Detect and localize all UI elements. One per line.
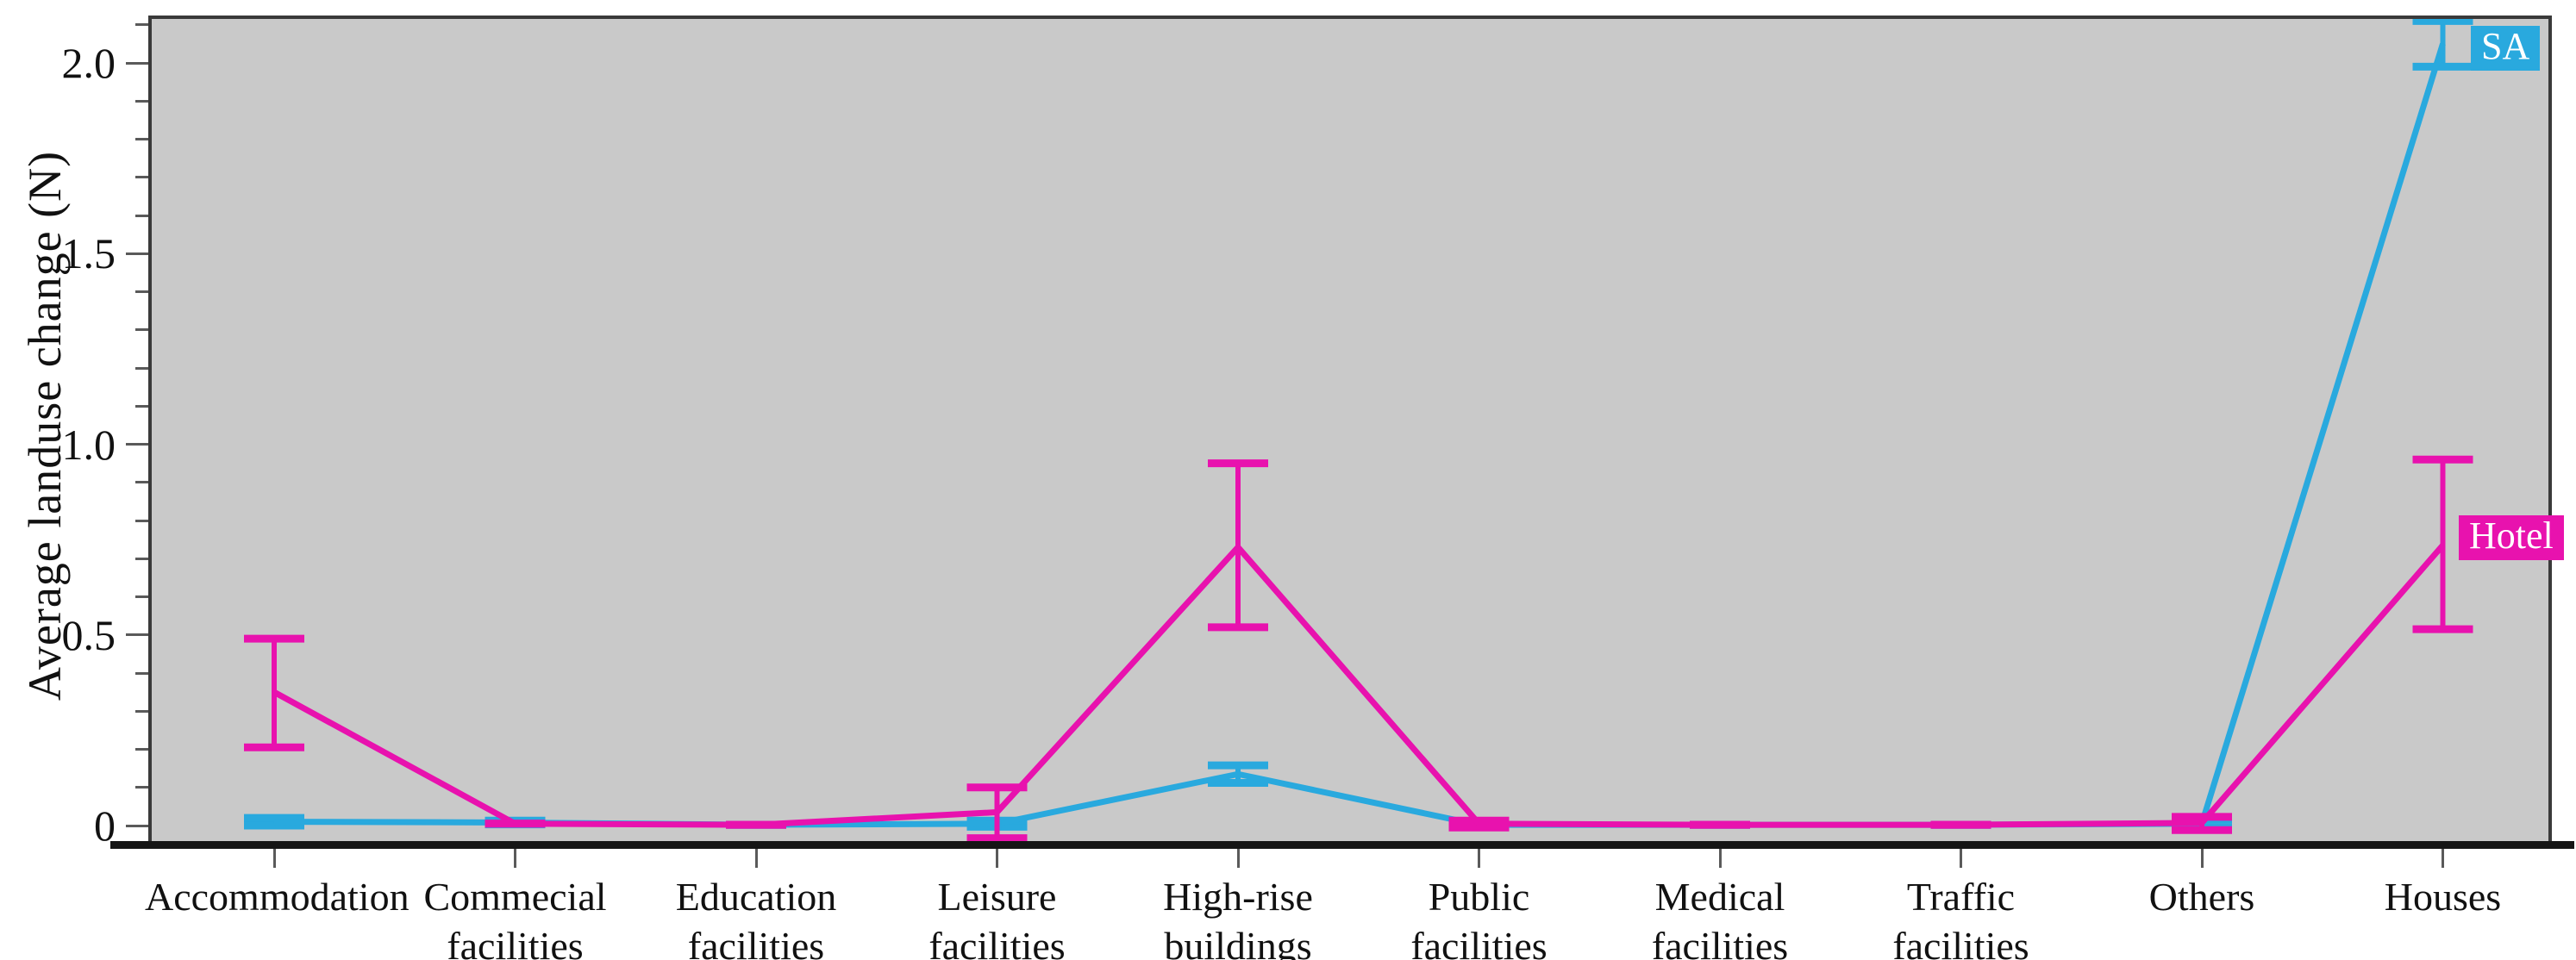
series-line-hotel	[272, 542, 2446, 828]
x-tick	[996, 849, 998, 868]
x-category-label: Accommodation	[145, 875, 410, 919]
x-category-label: High-rise buildings	[1163, 875, 1313, 960]
x-tick	[2442, 849, 2444, 868]
y-minor-tick	[135, 366, 148, 370]
y-tick-label: 0	[94, 801, 116, 850]
y-major-tick	[126, 61, 148, 65]
y-minor-tick	[135, 519, 148, 522]
y-major-tick	[126, 824, 148, 827]
plot-area: SA Hotel	[148, 16, 2564, 845]
y-tick-label: 1.5	[61, 229, 116, 278]
legend-hotel-label: Hotel	[2459, 515, 2564, 560]
x-tick	[272, 849, 276, 868]
y-minor-tick	[135, 404, 148, 408]
y-major-tick	[126, 633, 148, 637]
legend-sa-label: SA	[2471, 26, 2541, 71]
y-tick-label: 0.5	[61, 610, 116, 659]
x-category-label: Public facilities	[1410, 875, 1547, 960]
y-minor-tick	[135, 99, 148, 103]
series-line-sa	[273, 42, 2446, 828]
x-category-label: Others	[2148, 875, 2255, 919]
x-category-label: Houses	[2384, 875, 2502, 919]
y-minor-tick	[135, 23, 148, 27]
x-axis-line	[110, 841, 2574, 849]
x-category-label: Medical facilities	[1651, 875, 1789, 960]
x-tick	[1718, 849, 1722, 868]
y-minor-tick	[135, 557, 148, 560]
y-minor-tick	[135, 671, 148, 675]
y-minor-tick	[135, 709, 148, 713]
y-tick-label: 1.0	[61, 420, 116, 469]
y-minor-tick	[135, 595, 148, 598]
y-minor-tick	[135, 328, 148, 332]
y-minor-tick	[135, 786, 148, 789]
x-tick	[2200, 849, 2204, 868]
y-minor-tick	[135, 176, 148, 179]
x-tick	[514, 849, 516, 868]
plot-svg	[244, 16, 2473, 843]
y-minor-tick	[135, 138, 148, 140]
y-minor-tick	[135, 481, 148, 484]
y-minor-tick	[135, 214, 148, 217]
y-minor-tick	[135, 748, 148, 751]
x-tick	[1236, 849, 1240, 868]
x-tick	[1960, 849, 1962, 868]
y-major-tick	[126, 443, 148, 446]
x-category-label: Education facilities	[675, 875, 837, 960]
y-minor-tick	[135, 290, 148, 293]
x-category-label: Traffic facilities	[1892, 875, 2029, 960]
x-tick	[1478, 849, 1480, 868]
x-category-label: Commecial facilities	[423, 875, 607, 960]
y-tick-label: 2.0	[61, 39, 116, 87]
y-major-tick	[126, 252, 148, 255]
x-category-label: Leisure facilities	[928, 875, 1066, 960]
x-tick	[754, 849, 758, 868]
